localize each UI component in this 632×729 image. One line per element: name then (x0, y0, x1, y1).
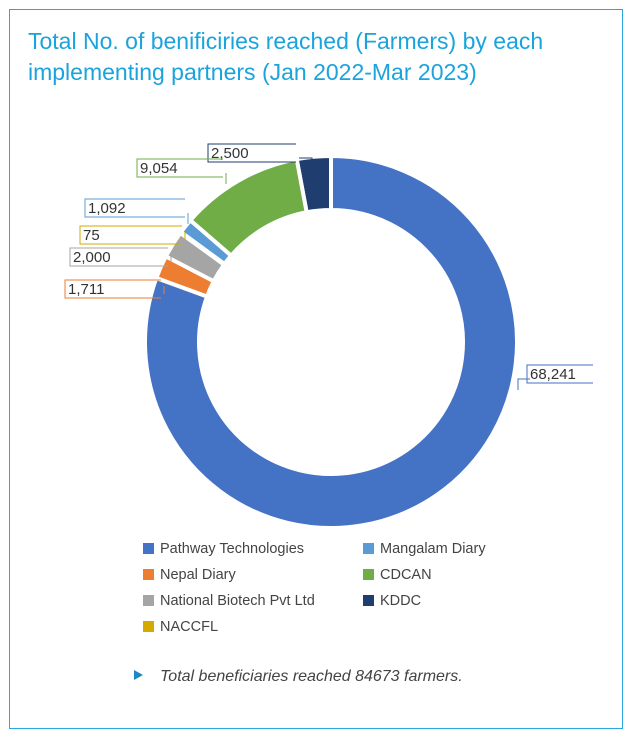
label-box-nepal-diary (64, 279, 161, 299)
data-label-national-biotech-pvt-ltd: 2,000 (73, 249, 111, 266)
legend-label-nepal-diary: Nepal Diary (160, 567, 236, 583)
label-box-cdcan (136, 158, 223, 178)
legend-item-pathway-technologies: Pathway Technologies (143, 541, 304, 557)
legend-item-cdcan: CDCAN (363, 567, 432, 583)
legend-swatch-kddc (363, 595, 374, 606)
slice-pathway-technologies (143, 154, 519, 530)
triangle-bullet-icon (134, 670, 143, 680)
donut-chart: 2,500 68,241 1,711 2,000 75 1,092 9,054 (64, 143, 593, 530)
legend-item-kddc: KDDC (363, 593, 421, 609)
data-label-cdcan: 9,054 (140, 160, 178, 177)
label-box-national-biotech-pvt-ltd (69, 247, 168, 267)
label-box-kddc (207, 143, 296, 163)
legend-swatch-mangalam-diary (363, 543, 374, 554)
legend-label-pathway-technologies: Pathway Technologies (160, 541, 305, 557)
legend-swatch-nepal-diary (143, 569, 154, 580)
legend-item-nepal-diary: Nepal Diary (143, 567, 236, 583)
legend-swatch-pathway-technologies (143, 543, 154, 554)
data-label-mangalam-diary: 1,092 (88, 200, 126, 217)
total-note: Total beneficiaries reached 84673 farmer… (134, 668, 463, 686)
donut-slices (143, 154, 519, 530)
legend-item-mangalam-diary: Mangalam Diary (363, 541, 486, 557)
legend-label-kddc: KDDC (380, 593, 422, 609)
legend-label-mangalam-diary: Mangalam Diary (380, 541, 486, 557)
legend-item-naccfl: NACCFL (143, 619, 218, 635)
data-label-pathway-technologies: 68,241 (530, 366, 576, 383)
legend-item-national-biotech-pvt-ltd: National Biotech Pvt Ltd (143, 593, 315, 609)
data-labels: 2,500 68,241 1,711 2,000 75 1,092 9,054 (64, 143, 593, 390)
data-label-naccfl: 75 (83, 227, 100, 244)
label-leader-kddc (299, 157, 313, 168)
legend-swatch-cdcan (363, 569, 374, 580)
data-label-nepal-diary: 1,711 (68, 281, 104, 298)
legend-swatch-naccfl (143, 621, 154, 632)
label-box-naccfl (79, 225, 182, 245)
legend-label-national-biotech-pvt-ltd: National Biotech Pvt Ltd (160, 593, 315, 609)
legend-label-cdcan: CDCAN (380, 567, 432, 583)
chart-title: Total No. of benificiries reached (Farme… (28, 28, 544, 85)
slice-cdcan (188, 157, 309, 258)
label-box-mangalam-diary (84, 198, 185, 218)
total-note-text: Total beneficiaries reached 84673 farmer… (160, 668, 463, 685)
data-label-kddc: 2,500 (211, 145, 249, 162)
legend-label-naccfl: NACCFL (160, 619, 219, 635)
label-leader-pathway-technologies (517, 378, 530, 390)
legend-swatch-national-biotech-pvt-ltd (143, 595, 154, 606)
label-box-pathway-technologies (526, 364, 593, 384)
